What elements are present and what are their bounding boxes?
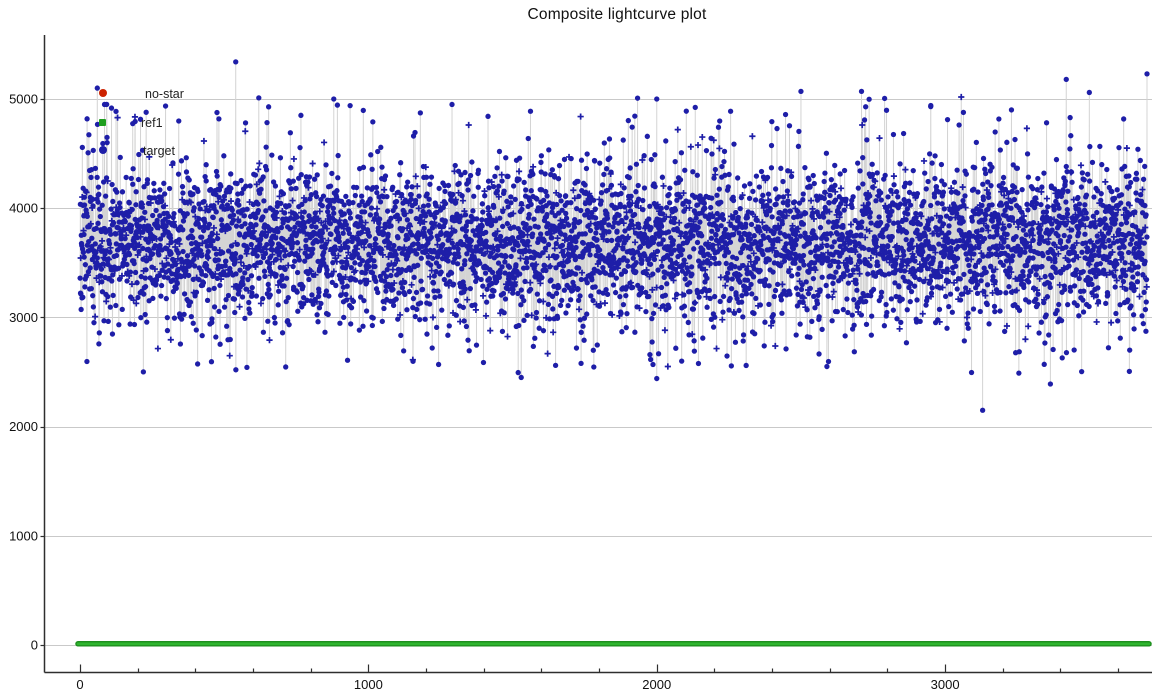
ref1-marker-icon xyxy=(99,119,106,126)
legend-label-no-star: no-star xyxy=(145,87,184,101)
legend-label-target: target xyxy=(143,144,175,158)
no-star-marker-icon xyxy=(99,89,107,97)
legend-label-ref1: ref1 xyxy=(141,116,163,130)
target-marker-icon xyxy=(99,146,107,154)
plot-title: Composite lightcurve plot xyxy=(527,6,707,23)
